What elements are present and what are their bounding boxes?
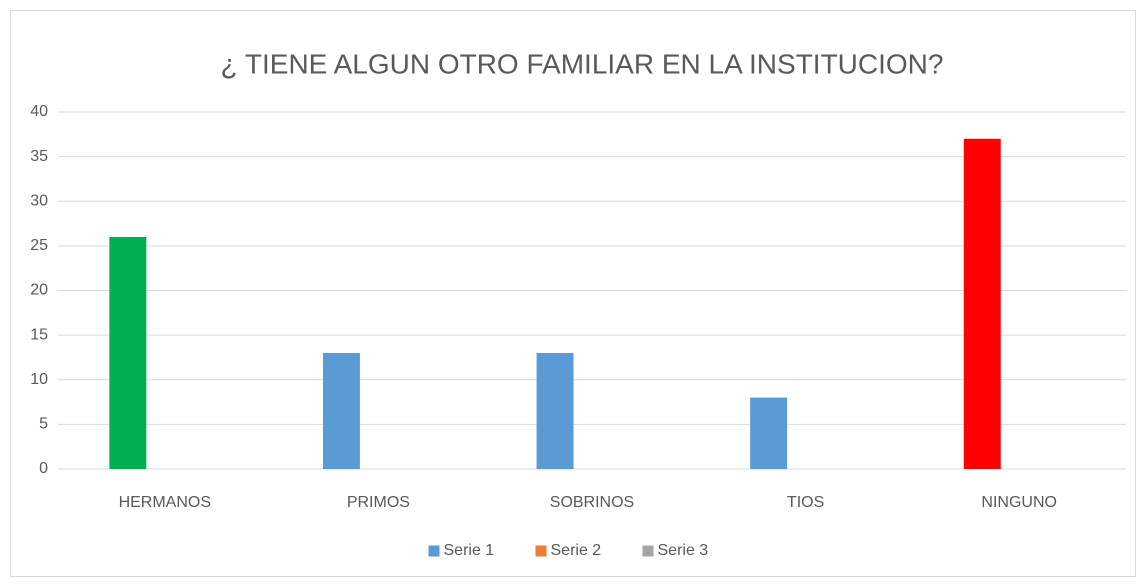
legend-label: Serie 1 [444, 542, 495, 559]
y-tick-label: 35 [30, 148, 48, 165]
chart-border [10, 10, 1136, 577]
y-tick-label: 25 [30, 237, 48, 254]
legend-swatch [428, 545, 440, 557]
legend-swatch [535, 545, 547, 557]
y-tick-label: 30 [30, 192, 48, 209]
bar [750, 397, 788, 469]
y-tick-label: 5 [39, 416, 48, 433]
x-tick-label: TIOS [787, 494, 824, 511]
legend-swatch [642, 545, 654, 557]
bar [963, 138, 1001, 469]
chart-title: ¿ TIENE ALGUN OTRO FAMILIAR EN LA INSTIT… [221, 48, 944, 79]
x-tick-label: SOBRINOS [550, 494, 634, 511]
x-tick-label: PRIMOS [347, 494, 410, 511]
legend-label: Serie 3 [658, 542, 709, 559]
bar [322, 352, 360, 469]
y-tick-label: 40 [30, 103, 48, 120]
y-tick-label: 20 [30, 282, 48, 299]
x-tick-label: NINGUNO [981, 494, 1057, 511]
bar [109, 236, 147, 469]
x-tick-label: HERMANOS [119, 494, 211, 511]
y-tick-label: 15 [30, 326, 48, 343]
bar [536, 352, 574, 469]
y-tick-label: 10 [30, 371, 48, 388]
legend-label: Serie 2 [551, 542, 602, 559]
y-tick-label: 0 [39, 460, 48, 477]
